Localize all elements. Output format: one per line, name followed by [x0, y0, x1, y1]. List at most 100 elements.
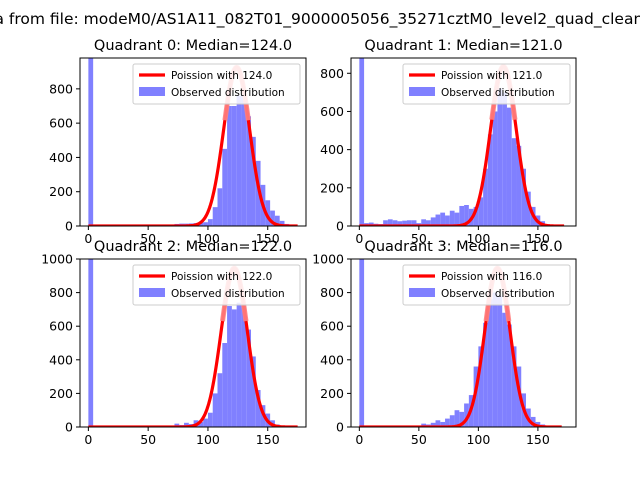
quadrant-3-title: Quadrant 3: Median=116.0 — [364, 239, 562, 255]
histogram-bar — [430, 422, 436, 427]
quadrant-2-title: Quadrant 2: Median=122.0 — [94, 239, 292, 255]
y-tick-label: 1000 — [312, 252, 344, 267]
y-tick-label: 800 — [49, 81, 73, 96]
quadrant-2-chart: 0 50 100 150 0 200 400 600 800 1000 Quadrant 2: Me… — [41, 239, 307, 447]
y-tick-label: 200 — [320, 386, 344, 401]
legend-bar-swatch — [409, 288, 435, 297]
y-tick-label: 600 — [320, 104, 344, 119]
legend-label-observed: Observed distribution — [171, 288, 285, 300]
y-tick-label: 800 — [320, 285, 344, 300]
y-tick-label: 1000 — [41, 252, 73, 267]
histogram-bar — [212, 393, 218, 427]
legend-label-observed: Observed distribution — [441, 87, 555, 99]
histogram-bar — [265, 200, 271, 226]
histogram-bar — [246, 329, 251, 427]
y-tick-label: 0 — [336, 219, 344, 234]
histogram-bar — [435, 420, 441, 427]
histogram-bar — [270, 210, 275, 226]
quadrant-1-legend: Poission with 121.0 Observed distribution — [402, 63, 571, 105]
y-tick-label: 600 — [49, 116, 73, 131]
histogram-bar — [255, 390, 261, 427]
histogram-bar — [478, 197, 484, 226]
histogram-bar — [231, 309, 237, 427]
histogram-bar — [459, 411, 465, 427]
histogram-bar — [174, 423, 180, 427]
histogram-bar — [506, 107, 512, 226]
quadrant-1-title: Quadrant 1: Median=121.0 — [364, 38, 562, 54]
x-tick-label: 0 — [84, 432, 92, 447]
histogram-bar — [383, 220, 388, 226]
quadrant-0-axes-frame — [79, 57, 307, 227]
y-tick-label: 400 — [49, 150, 73, 165]
x-tick-label: 150 — [256, 432, 280, 447]
histogram-bar — [250, 356, 256, 427]
y-tick-label: 0 — [65, 420, 73, 435]
histogram-bar — [530, 416, 536, 427]
x-tick-label: 0 — [84, 231, 92, 246]
poisson-curve — [359, 64, 565, 226]
histogram-bar — [426, 220, 431, 226]
histogram-bar — [227, 306, 232, 427]
x-tick-label: 150 — [256, 231, 280, 246]
histogram-bar — [521, 168, 526, 226]
histogram-bar — [387, 219, 393, 226]
legend-label-poisson: Poission with 121.0 — [441, 70, 542, 82]
histogram-bar — [445, 418, 450, 427]
histogram-bar — [449, 415, 455, 427]
histogram-bar — [511, 346, 517, 427]
quadrant-2-axes-frame — [79, 258, 307, 428]
legend-label-poisson: Poission with 124.0 — [171, 70, 272, 82]
histogram-bar — [464, 403, 469, 427]
y-tick-label: 200 — [49, 386, 73, 401]
histogram-bar — [483, 168, 488, 226]
histogram-bar — [359, 58, 365, 226]
y-tick-label: 400 — [320, 142, 344, 157]
histogram-bar — [487, 134, 493, 226]
histogram-bar — [497, 295, 503, 427]
histogram-bar — [88, 58, 94, 226]
legend-box — [132, 264, 301, 306]
histogram-bar — [440, 212, 446, 226]
histogram-bar — [516, 145, 522, 226]
legend-bar-swatch — [139, 288, 165, 297]
x-tick-label: 50 — [140, 231, 156, 246]
quadrant-2-legend: Poission with 122.0 Observed distribution — [132, 264, 301, 306]
figure-title: Data from file: modeM0/AS1A11_082T01_900… — [0, 10, 640, 29]
quadrant-3-axes-frame — [350, 258, 577, 428]
x-tick-label: 0 — [355, 432, 363, 447]
y-tick-label: 800 — [320, 66, 344, 81]
quadrant-1-axes-frame — [350, 57, 577, 227]
histogram-bar — [203, 222, 208, 226]
histogram-bar — [279, 220, 285, 226]
histogram-bar — [222, 343, 228, 427]
histogram-bar — [250, 136, 256, 226]
histogram-bar — [198, 421, 204, 427]
x-tick-label: 100 — [196, 231, 220, 246]
histogram-bar — [506, 324, 512, 427]
quadrant-0-legend: Poission with 124.0 Observed distribution — [132, 63, 301, 105]
histogram-bar — [430, 217, 436, 226]
y-tick-label: 800 — [49, 285, 73, 300]
x-tick-label: 50 — [140, 432, 156, 447]
histogram-bar — [255, 160, 261, 226]
y-tick-label: 200 — [49, 184, 73, 199]
histogram-bar — [440, 421, 446, 427]
histogram-bar — [526, 191, 531, 226]
x-tick-label: 150 — [526, 432, 550, 447]
histogram-bar — [464, 205, 469, 226]
histogram-bar — [454, 212, 460, 226]
histogram-bar — [227, 106, 232, 226]
quadrant-0-title: Quadrant 0: Median=124.0 — [94, 38, 292, 54]
histogram-bar — [231, 106, 237, 226]
poisson-curve — [88, 65, 298, 226]
x-tick-label: 50 — [411, 231, 427, 246]
histogram-bar — [207, 219, 213, 226]
histogram-bar — [449, 210, 455, 226]
x-tick-label: 100 — [466, 231, 490, 246]
y-tick-label: 200 — [320, 180, 344, 195]
histogram-bar — [454, 410, 460, 427]
histogram-bar — [236, 302, 242, 427]
histogram-bar — [511, 138, 517, 226]
legend-label-poisson: Poission with 122.0 — [171, 271, 272, 283]
